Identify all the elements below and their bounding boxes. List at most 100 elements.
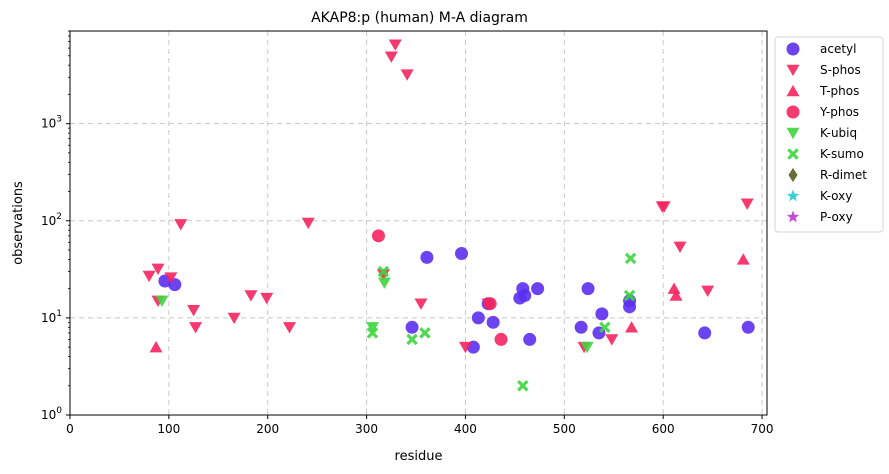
- data-point: [384, 51, 398, 63]
- y-tick-label: 101: [41, 309, 62, 325]
- x-tick-label: 200: [256, 422, 279, 436]
- data-point: [174, 219, 188, 231]
- data-point: [244, 290, 258, 302]
- data-point: [260, 292, 274, 305]
- x-tick-label: 0: [66, 422, 74, 436]
- data-point: [149, 340, 163, 353]
- data-point: [227, 312, 241, 325]
- data-point: [458, 341, 472, 354]
- legend-marker: [786, 64, 800, 77]
- data-point: [366, 327, 379, 339]
- data-point: [523, 332, 537, 346]
- data-point: [580, 341, 594, 354]
- data-point: [377, 265, 390, 278]
- data-point: [625, 321, 639, 333]
- x-axis-label: residue: [395, 449, 443, 464]
- data-point: [667, 282, 681, 294]
- data-point: [301, 217, 315, 230]
- legend-marker: [786, 189, 800, 202]
- data-point: [406, 333, 418, 346]
- data-point: [574, 320, 588, 334]
- legend-marker: [788, 167, 798, 183]
- legend-label: K-sumo: [820, 147, 864, 161]
- series-acetyl: [158, 247, 755, 354]
- data-point: [151, 263, 165, 276]
- grid-lines: [70, 31, 767, 415]
- data-marks: [142, 39, 755, 392]
- data-point: [669, 289, 683, 301]
- y-tick-label: 100: [41, 406, 62, 422]
- data-point: [518, 289, 532, 303]
- legend-label: T-phos: [819, 84, 859, 98]
- legend-label: S-phos: [820, 63, 861, 77]
- data-point: [371, 229, 385, 243]
- data-point: [605, 334, 619, 346]
- legend-label: K-oxy: [820, 189, 852, 203]
- series-s-phos: [142, 39, 754, 354]
- x-tick-label: 500: [553, 422, 576, 436]
- x-tick-label: 400: [454, 422, 477, 436]
- legend-marker: [786, 42, 800, 56]
- x-axis-ticks: 0 100 200 300 400 500 600 700: [66, 415, 774, 436]
- data-point: [486, 315, 500, 329]
- series-y-phos: [371, 229, 508, 346]
- data-point: [414, 298, 428, 310]
- data-point: [740, 198, 754, 210]
- data-point: [698, 326, 712, 340]
- series-t-phos: [149, 253, 750, 353]
- legend-box: [774, 36, 884, 233]
- data-point: [581, 282, 595, 296]
- data-point: [400, 69, 414, 81]
- data-point: [189, 322, 203, 334]
- legend-label: P-oxy: [820, 210, 853, 224]
- y-axis-ticks: 100 101 102 103: [41, 30, 70, 422]
- data-point: [623, 289, 636, 302]
- legend: acetyl S-phos T-phos Y-phos K-ubiq K-sumo R-di…: [774, 36, 884, 233]
- data-point: [455, 247, 469, 261]
- x-tick-label: 700: [751, 422, 774, 436]
- y-tick-label: 102: [41, 212, 62, 228]
- legend-label: Y-phos: [819, 105, 859, 119]
- legend-marker: [786, 210, 800, 223]
- legend-marker: [786, 105, 800, 119]
- data-point: [736, 253, 750, 265]
- x-tick-label: 600: [652, 422, 675, 436]
- data-point: [741, 320, 755, 334]
- data-point: [155, 295, 169, 307]
- legend-marker: [787, 148, 799, 160]
- data-point: [419, 327, 431, 339]
- chart-title: AKAP8:p (human) M-A diagram: [311, 10, 528, 26]
- data-point: [187, 304, 201, 317]
- data-point: [624, 252, 637, 265]
- data-point: [599, 321, 611, 334]
- data-point: [420, 250, 434, 264]
- plot-frame: [69, 30, 768, 416]
- series-k-sumo: [366, 252, 637, 392]
- series-k-ubiq: [155, 277, 594, 354]
- data-point: [471, 311, 485, 325]
- data-point: [657, 201, 671, 213]
- data-point: [388, 39, 402, 51]
- x-tick-label: 100: [157, 422, 180, 436]
- data-point: [494, 332, 508, 346]
- x-tick-label: 300: [355, 422, 378, 436]
- data-point: [164, 272, 178, 284]
- data-point: [376, 269, 390, 281]
- legend-label: R-dimet: [820, 168, 867, 182]
- y-tick-label: 103: [41, 115, 62, 131]
- data-point: [701, 285, 715, 297]
- data-point: [282, 322, 296, 334]
- data-point: [405, 320, 419, 334]
- data-point: [483, 297, 497, 311]
- legend-marker: [786, 127, 800, 140]
- legend-label: acetyl: [820, 42, 856, 56]
- data-point: [595, 307, 609, 321]
- data-point: [366, 322, 380, 334]
- y-axis-label: observations: [11, 181, 26, 265]
- legend-label: K-ubiq: [820, 126, 857, 140]
- data-point: [377, 277, 391, 289]
- data-point: [517, 380, 529, 392]
- data-point: [531, 282, 545, 296]
- data-point: [673, 241, 687, 253]
